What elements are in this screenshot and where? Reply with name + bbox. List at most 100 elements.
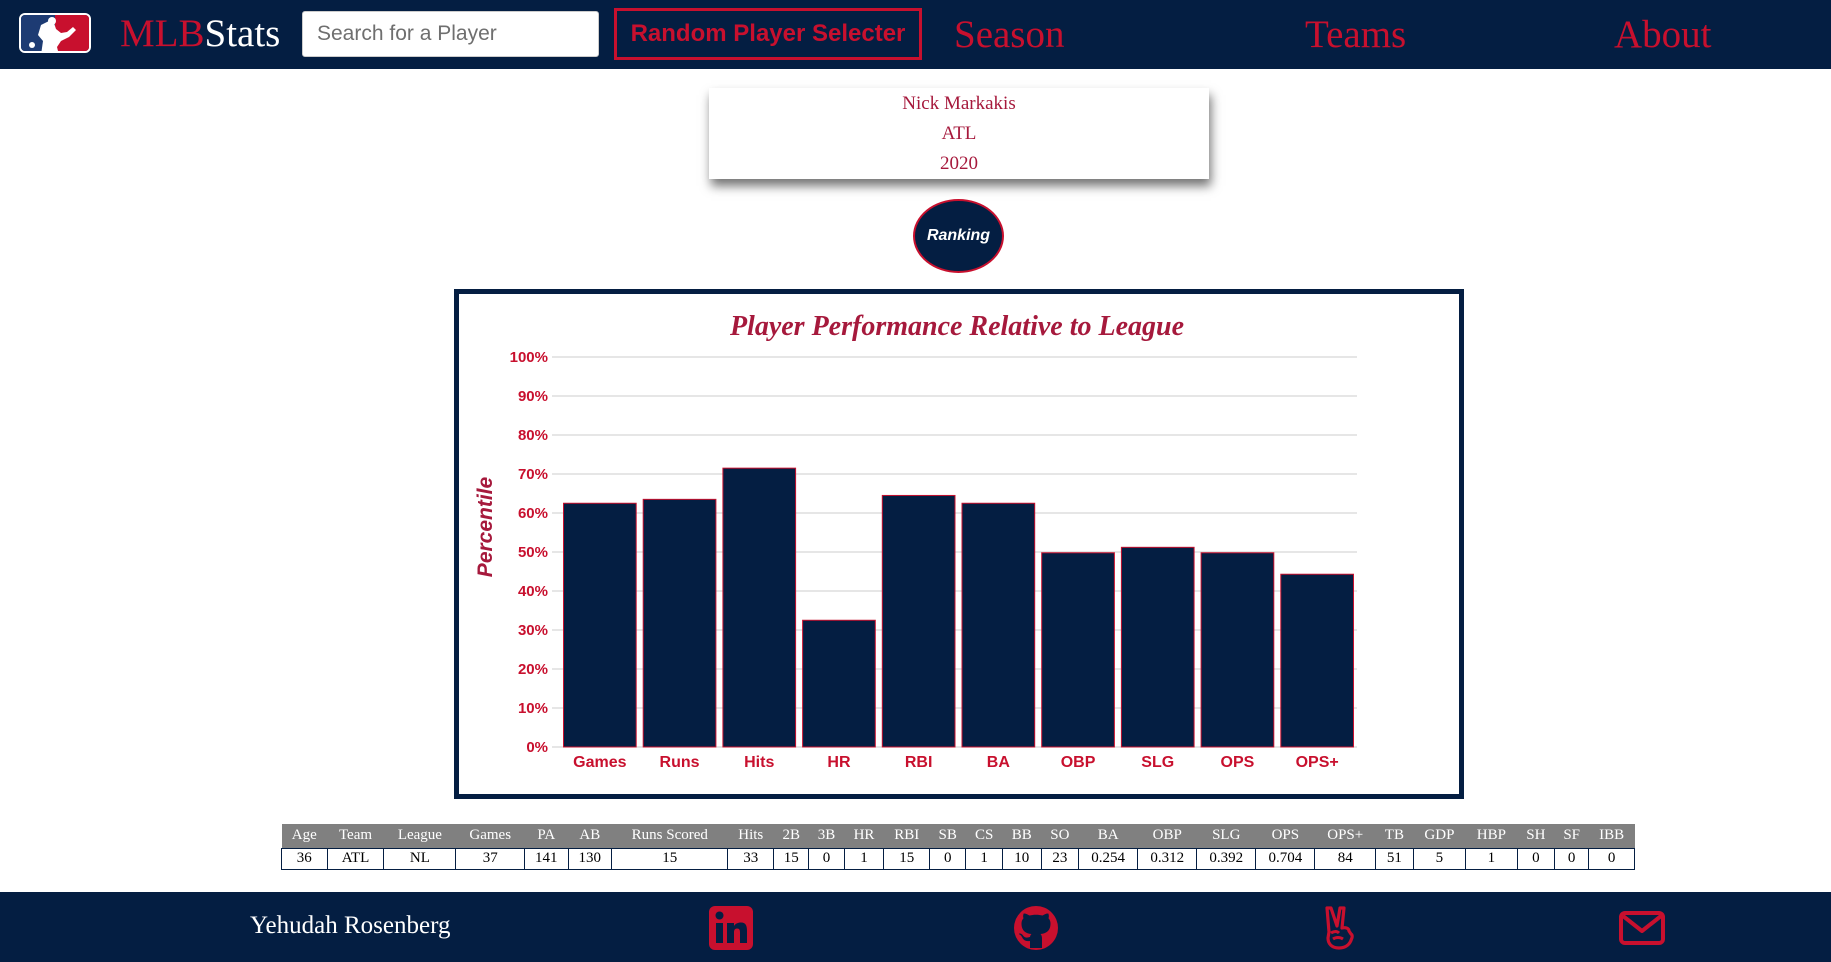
stats-value-cell: 37 bbox=[455, 847, 526, 870]
chart-bar-runs[interactable] bbox=[642, 498, 717, 748]
chart-x-tick-label: OPS+ bbox=[1296, 754, 1339, 771]
chart-bar-hr[interactable] bbox=[802, 619, 876, 748]
stats-header-cell: Team bbox=[327, 824, 384, 848]
chart-x-tick-label: OBP bbox=[1061, 754, 1096, 771]
chart-y-axis-label: Percentile bbox=[474, 476, 497, 577]
player-team: ATL bbox=[941, 123, 977, 144]
chart-y-tick-label: 20% bbox=[518, 661, 548, 678]
navbar: MLBStats Random Player Selecter Season T… bbox=[0, 0, 1831, 69]
stats-header-cell: SF bbox=[1554, 824, 1589, 848]
player-year: 2020 bbox=[940, 153, 978, 174]
stats-value-cell: 15 bbox=[883, 847, 931, 870]
chart-x-tick-label: RBI bbox=[905, 754, 933, 771]
chart-x-tick-label: BA bbox=[987, 754, 1011, 771]
brand-stats: Stats bbox=[204, 12, 281, 55]
stats-value-cell: 1 bbox=[1465, 847, 1518, 870]
stats-value-cell: 23 bbox=[1040, 847, 1080, 870]
chart-y-tick-label: 0% bbox=[526, 739, 548, 756]
github-icon[interactable] bbox=[1012, 904, 1060, 952]
stats-value-row: 36 ATL NL 37 141 130 15 33 15 0 1 15 0 1 10 23 0.254 0.31… bbox=[281, 847, 1635, 870]
stats-value-cell: 0.312 bbox=[1137, 847, 1198, 870]
chart-bar-opsplus[interactable] bbox=[1280, 573, 1354, 748]
mlb-logo[interactable] bbox=[19, 13, 91, 53]
random-player-button[interactable]: Random Player Selecter bbox=[614, 8, 922, 60]
chart-x-tick-label: SLG bbox=[1141, 754, 1174, 771]
chart-x-tick-label: HR bbox=[827, 754, 851, 771]
stats-header-cell: HBP bbox=[1465, 824, 1518, 848]
chart-y-tick-label: 100% bbox=[510, 349, 548, 366]
stats-header-cell: GDP bbox=[1413, 824, 1466, 848]
stats-value-cell: 1 bbox=[965, 847, 1003, 870]
stats-value-cell: 0 bbox=[808, 847, 845, 870]
chart-bar-hits[interactable] bbox=[722, 467, 797, 748]
stats-value-cell: 0.254 bbox=[1078, 847, 1139, 870]
stats-header-cell: RBI bbox=[883, 824, 930, 848]
footer-author-name: Yehudah Rosenberg bbox=[250, 912, 451, 939]
chart-y-tick-label: 90% bbox=[518, 388, 548, 405]
chart-y-tick-label: 70% bbox=[518, 466, 548, 483]
stats-header-cell: League bbox=[383, 824, 456, 848]
stats-value-cell: 36 bbox=[281, 847, 328, 870]
stats-value-cell: 0.392 bbox=[1196, 847, 1257, 870]
chart-x-tick-label: Games bbox=[573, 754, 626, 771]
stats-header-cell: TB bbox=[1375, 824, 1414, 848]
player-card: Nick Markakis ATL 2020 bbox=[709, 88, 1209, 179]
stats-value-cell: 10 bbox=[1001, 847, 1042, 870]
chart-y-tick-label: 10% bbox=[518, 700, 548, 717]
nav-link-teams[interactable]: Teams bbox=[1305, 13, 1407, 56]
stats-header-cell: Games bbox=[455, 824, 525, 848]
nav-link-about[interactable]: About bbox=[1614, 13, 1712, 56]
stats-header-cell: PA bbox=[524, 824, 569, 848]
chart-x-tick-label: OPS bbox=[1221, 754, 1255, 771]
mail-icon[interactable] bbox=[1618, 904, 1666, 952]
stats-value-cell: 0 bbox=[1516, 847, 1556, 870]
stats-header-cell: BB bbox=[1002, 824, 1042, 848]
nav-link-season[interactable]: Season bbox=[954, 13, 1065, 56]
stats-value-cell: 0.704 bbox=[1255, 847, 1316, 870]
stats-value-cell: 15 bbox=[773, 847, 810, 870]
peace-hand-icon[interactable] bbox=[1315, 904, 1363, 952]
stats-value-cell: 0 bbox=[929, 847, 967, 870]
chart-y-tick-label: 30% bbox=[518, 622, 548, 639]
stats-value-cell: 1 bbox=[843, 847, 885, 870]
stats-header-cell: OBP bbox=[1137, 824, 1197, 848]
player-search-input[interactable] bbox=[302, 11, 599, 57]
stats-value-cell: 15 bbox=[611, 847, 729, 870]
chart-bar-obp[interactable] bbox=[1041, 552, 1115, 748]
stats-value-cell: 0 bbox=[1588, 847, 1635, 870]
chart-y-tick-label: 40% bbox=[518, 583, 548, 600]
stats-value-cell: 51 bbox=[1375, 847, 1414, 870]
chart-bar-games[interactable] bbox=[563, 502, 637, 748]
chart-bar-ba[interactable] bbox=[961, 502, 1036, 748]
chart-y-tick-label: 50% bbox=[518, 544, 548, 561]
chart-bar-slg[interactable] bbox=[1120, 546, 1195, 748]
stats-header-row: Age Team League Games PA AB Runs Scored Hits 2B 3… bbox=[281, 824, 1635, 848]
stats-header-cell: SO bbox=[1041, 824, 1079, 848]
stats-value-cell: 0 bbox=[1554, 847, 1590, 870]
performance-chart-svg: Player Performance Relative to League Pe… bbox=[474, 311, 1357, 771]
linkedin-icon[interactable] bbox=[707, 904, 755, 952]
chart-bar-ops[interactable] bbox=[1200, 552, 1275, 748]
chart-x-tick-label: Hits bbox=[744, 754, 774, 771]
chart-bar-rbi[interactable] bbox=[881, 494, 956, 748]
brand-title[interactable]: MLBStats bbox=[120, 12, 280, 56]
footer: Yehudah Rosenberg bbox=[0, 892, 1831, 962]
stats-table: Age Team League Games PA AB Runs Scored Hits 2B 3… bbox=[281, 824, 1635, 870]
stats-header-cell: SH bbox=[1517, 824, 1555, 848]
stats-value-cell: ATL bbox=[326, 847, 385, 870]
stats-header-cell: SB bbox=[929, 824, 966, 848]
chart-x-tick-label: Runs bbox=[660, 754, 700, 771]
stats-header-cell: IBB bbox=[1588, 824, 1635, 848]
stats-header-cell: 3B bbox=[808, 824, 845, 848]
stats-header-cell: Runs Scored bbox=[611, 824, 728, 848]
stats-value-cell: 5 bbox=[1412, 847, 1467, 870]
stats-header-cell: BA bbox=[1078, 824, 1138, 848]
stats-value-cell: 33 bbox=[727, 847, 775, 870]
chart-y-tick-label: 60% bbox=[518, 505, 548, 522]
ranking-button[interactable]: Ranking bbox=[913, 199, 1004, 273]
stats-value-cell: 130 bbox=[567, 847, 613, 870]
stats-header-cell: HR bbox=[844, 824, 884, 848]
stats-header-cell: AB bbox=[568, 824, 612, 848]
stats-header-cell: Hits bbox=[727, 824, 774, 848]
brand-mlb: MLB bbox=[120, 12, 205, 55]
